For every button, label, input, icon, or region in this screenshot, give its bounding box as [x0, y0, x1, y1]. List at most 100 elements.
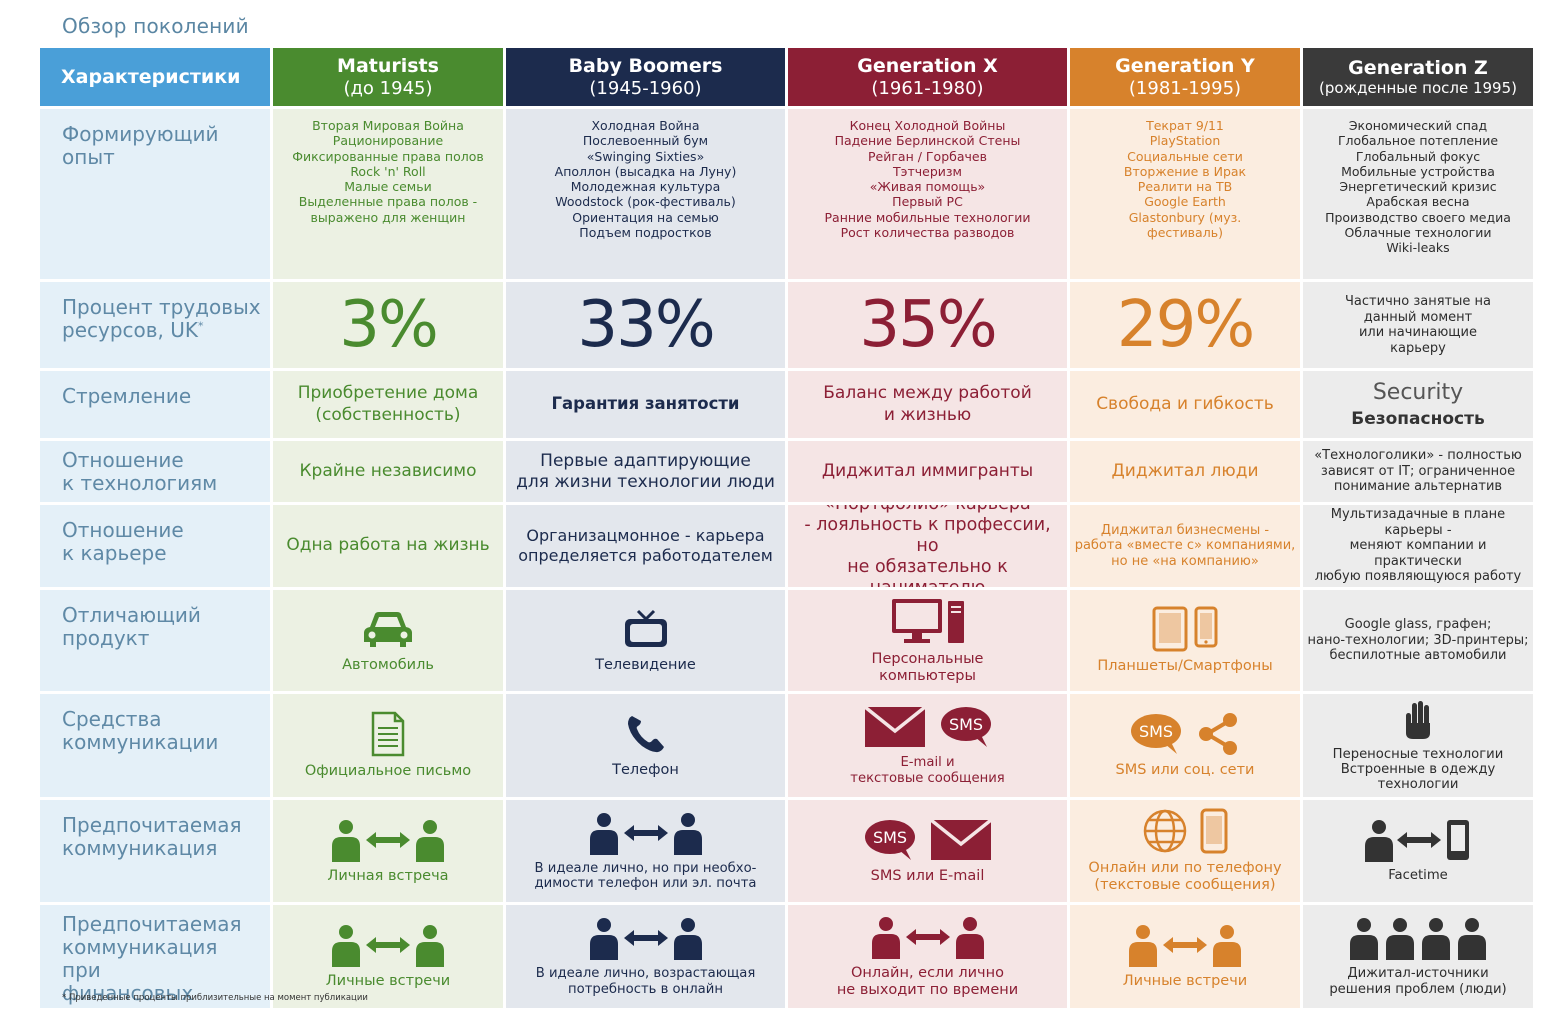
- pref-comm-caption: Личная встреча: [327, 867, 449, 884]
- pref-comm-caption: Facetime: [1388, 868, 1448, 884]
- page-title: Обзор поколений: [62, 14, 249, 38]
- footnote-mark: *: [198, 319, 204, 333]
- computer-icon: [890, 597, 966, 645]
- technology-genx: Диджитал иммигранты: [788, 441, 1067, 502]
- product-boomers: Телевидение: [506, 590, 785, 691]
- technology-maturists: Крайне независимо: [273, 441, 503, 502]
- header-years: (до 1945): [343, 77, 433, 99]
- tablet-phone-icon: [1150, 606, 1220, 652]
- sms-bubble-text: SMS: [1139, 722, 1173, 741]
- people-meeting-icon: [330, 818, 446, 862]
- header-name: Maturists: [337, 54, 439, 77]
- pref-comm-caption: Онлайн или по телефону (текстовые сообще…: [1088, 860, 1282, 893]
- envelope-icon: [929, 818, 993, 862]
- product-maturists: Автомобиль: [273, 590, 503, 691]
- people-meeting-icon: [1127, 923, 1243, 968]
- technology-geny: Диджитал люди: [1070, 441, 1300, 502]
- formative-genx: Конец Холодной Войны Падение Берлинской …: [788, 109, 1067, 279]
- communication-genx: SMS E-mail и текстовые сообщения: [788, 694, 1067, 797]
- communication-genz: Переносные технологии Встроенные в одежд…: [1303, 694, 1533, 797]
- product-geny: Планшеты/Смартфоны: [1070, 590, 1300, 691]
- row-label-technology: Отношение к технологиям: [40, 441, 270, 502]
- pref-fin-caption: Личные встречи: [325, 973, 451, 990]
- sms-bubble-icon: SMS: [863, 818, 917, 862]
- glove-icon: [1403, 699, 1433, 741]
- header-maturists: Maturists (до 1945): [273, 48, 503, 106]
- phone-handset-icon: [624, 712, 668, 756]
- pref-comm-boomers: В идеале лично, но при необхо- димости т…: [506, 800, 785, 902]
- pref-comm-caption: SMS или E-mail: [870, 867, 985, 884]
- product-caption: Телевидение: [595, 657, 696, 674]
- product-caption: Планшеты/Смартфоны: [1097, 658, 1273, 675]
- header-generation-z: Generation Z (рожденные после 1995): [1303, 48, 1533, 106]
- footnote: * Приведенные проценты приблизительные н…: [62, 993, 368, 1003]
- career-genx: «Портфолио» карьера - лояльность к профе…: [788, 505, 1067, 587]
- workforce-maturists: 3%: [273, 282, 503, 368]
- career-genz: Мультизадачные в плане карьеры - меняют …: [1303, 505, 1533, 587]
- pref-fin-genz: Дижитал-источники решения проблем (люди): [1303, 905, 1533, 1008]
- aspiration-genz-ru: Безопасность: [1351, 409, 1485, 429]
- smartphone-icon: [1200, 808, 1228, 854]
- people-meeting-icon: [870, 915, 986, 959]
- communication-caption: SMS или соц. сети: [1115, 762, 1255, 779]
- row-label-pref-comm: Предпочитаемая коммуникация: [40, 800, 270, 902]
- aspiration-maturists: Приобретение дома (собственность): [273, 371, 503, 438]
- row-label-pref-fin: Предпочитаемая коммуникация при финансов…: [40, 905, 270, 1008]
- communication-caption: Официальное письмо: [304, 763, 472, 780]
- row-label-formative: Формирующий опыт: [40, 109, 270, 279]
- career-boomers: Организацмонное - карьера определяется р…: [506, 505, 785, 587]
- header-years: (рожденные после 1995): [1319, 79, 1517, 98]
- row-label-workforce: Процент трудовых ресурсов, UK*: [40, 282, 270, 368]
- pref-fin-caption: Дижитал-источники решения проблем (люди): [1329, 966, 1507, 997]
- pref-comm-genz: Facetime: [1303, 800, 1533, 902]
- pref-fin-boomers: В идеале лично, возрастающая потребность…: [506, 905, 785, 1008]
- header-years: (1981-1995): [1128, 77, 1242, 99]
- communication-caption: Телефон: [612, 762, 679, 779]
- people-meeting-icon: [330, 923, 446, 968]
- sms-bubble-icon: SMS: [1129, 712, 1183, 756]
- aspiration-geny: Свобода и гибкость: [1070, 371, 1300, 438]
- pref-comm-maturists: Личная встреча: [273, 800, 503, 902]
- pref-comm-geny: Онлайн или по телефону (текстовые сообще…: [1070, 800, 1300, 902]
- header-characteristics: Характеристики: [40, 48, 270, 106]
- formative-geny: Текрат 9/11 PlayStation Социальные сети …: [1070, 109, 1300, 279]
- product-caption: Персональные компьютеры: [871, 650, 984, 684]
- group-people-icon: [1348, 916, 1488, 961]
- aspiration-boomers: Гарантия занятости: [506, 371, 785, 438]
- technology-boomers: Первые адаптирующие для жизни технологии…: [506, 441, 785, 502]
- people-meeting-icon: [588, 916, 704, 961]
- pref-fin-maturists: Личные встречи: [273, 905, 503, 1008]
- people-meeting-icon: [588, 811, 704, 855]
- tv-icon: [621, 607, 671, 651]
- communication-caption: Переносные технологии Встроенные в одежд…: [1332, 746, 1504, 793]
- pref-fin-caption: Личные встречи: [1122, 973, 1248, 990]
- header-years: (1945-1960): [589, 77, 702, 99]
- sms-bubble-icon: SMS: [939, 705, 993, 749]
- header-name: Generation X: [857, 54, 998, 77]
- row-label-product: Отличающий продукт: [40, 590, 270, 691]
- aspiration-genz-en: Security: [1372, 380, 1464, 405]
- pref-comm-genx: SMS SMS или E-mail: [788, 800, 1067, 902]
- formative-boomers: Холодная Война Послевоенный бум «Swingin…: [506, 109, 785, 279]
- formative-genz: Экономический спад Глобальное потепление…: [1303, 109, 1533, 279]
- header-name: Generation Z: [1348, 56, 1488, 79]
- row-label-career: Отношение к карьере: [40, 505, 270, 587]
- workforce-genz: Частично занятые на данный момент или на…: [1303, 282, 1533, 368]
- person-to-phone-icon: [1363, 818, 1473, 863]
- sms-bubble-text: SMS: [872, 828, 906, 847]
- technology-genz: «Технологолики» - полностью зависят от I…: [1303, 441, 1533, 502]
- header-generation-y: Generation Y (1981-1995): [1070, 48, 1300, 106]
- formative-maturists: Вторая Мировая Война Рационирование Фикс…: [273, 109, 503, 279]
- aspiration-genz: Security Безопасность: [1303, 371, 1533, 438]
- workforce-genx: 35%: [788, 282, 1067, 368]
- communication-boomers: Телефон: [506, 694, 785, 797]
- share-icon: [1195, 712, 1241, 756]
- product-genz: Google glass, графен; нано-технологии; 3…: [1303, 590, 1533, 691]
- pref-fin-geny: Личные встречи: [1070, 905, 1300, 1008]
- row-label-communication: Средства коммуникации: [40, 694, 270, 797]
- car-icon: [360, 607, 416, 651]
- header-generation-x: Generation X (1961-1980): [788, 48, 1067, 106]
- workforce-boomers: 33%: [506, 282, 785, 368]
- header-name: Generation Y: [1115, 54, 1255, 77]
- pref-fin-caption: В идеале лично, возрастающая потребность…: [535, 966, 756, 997]
